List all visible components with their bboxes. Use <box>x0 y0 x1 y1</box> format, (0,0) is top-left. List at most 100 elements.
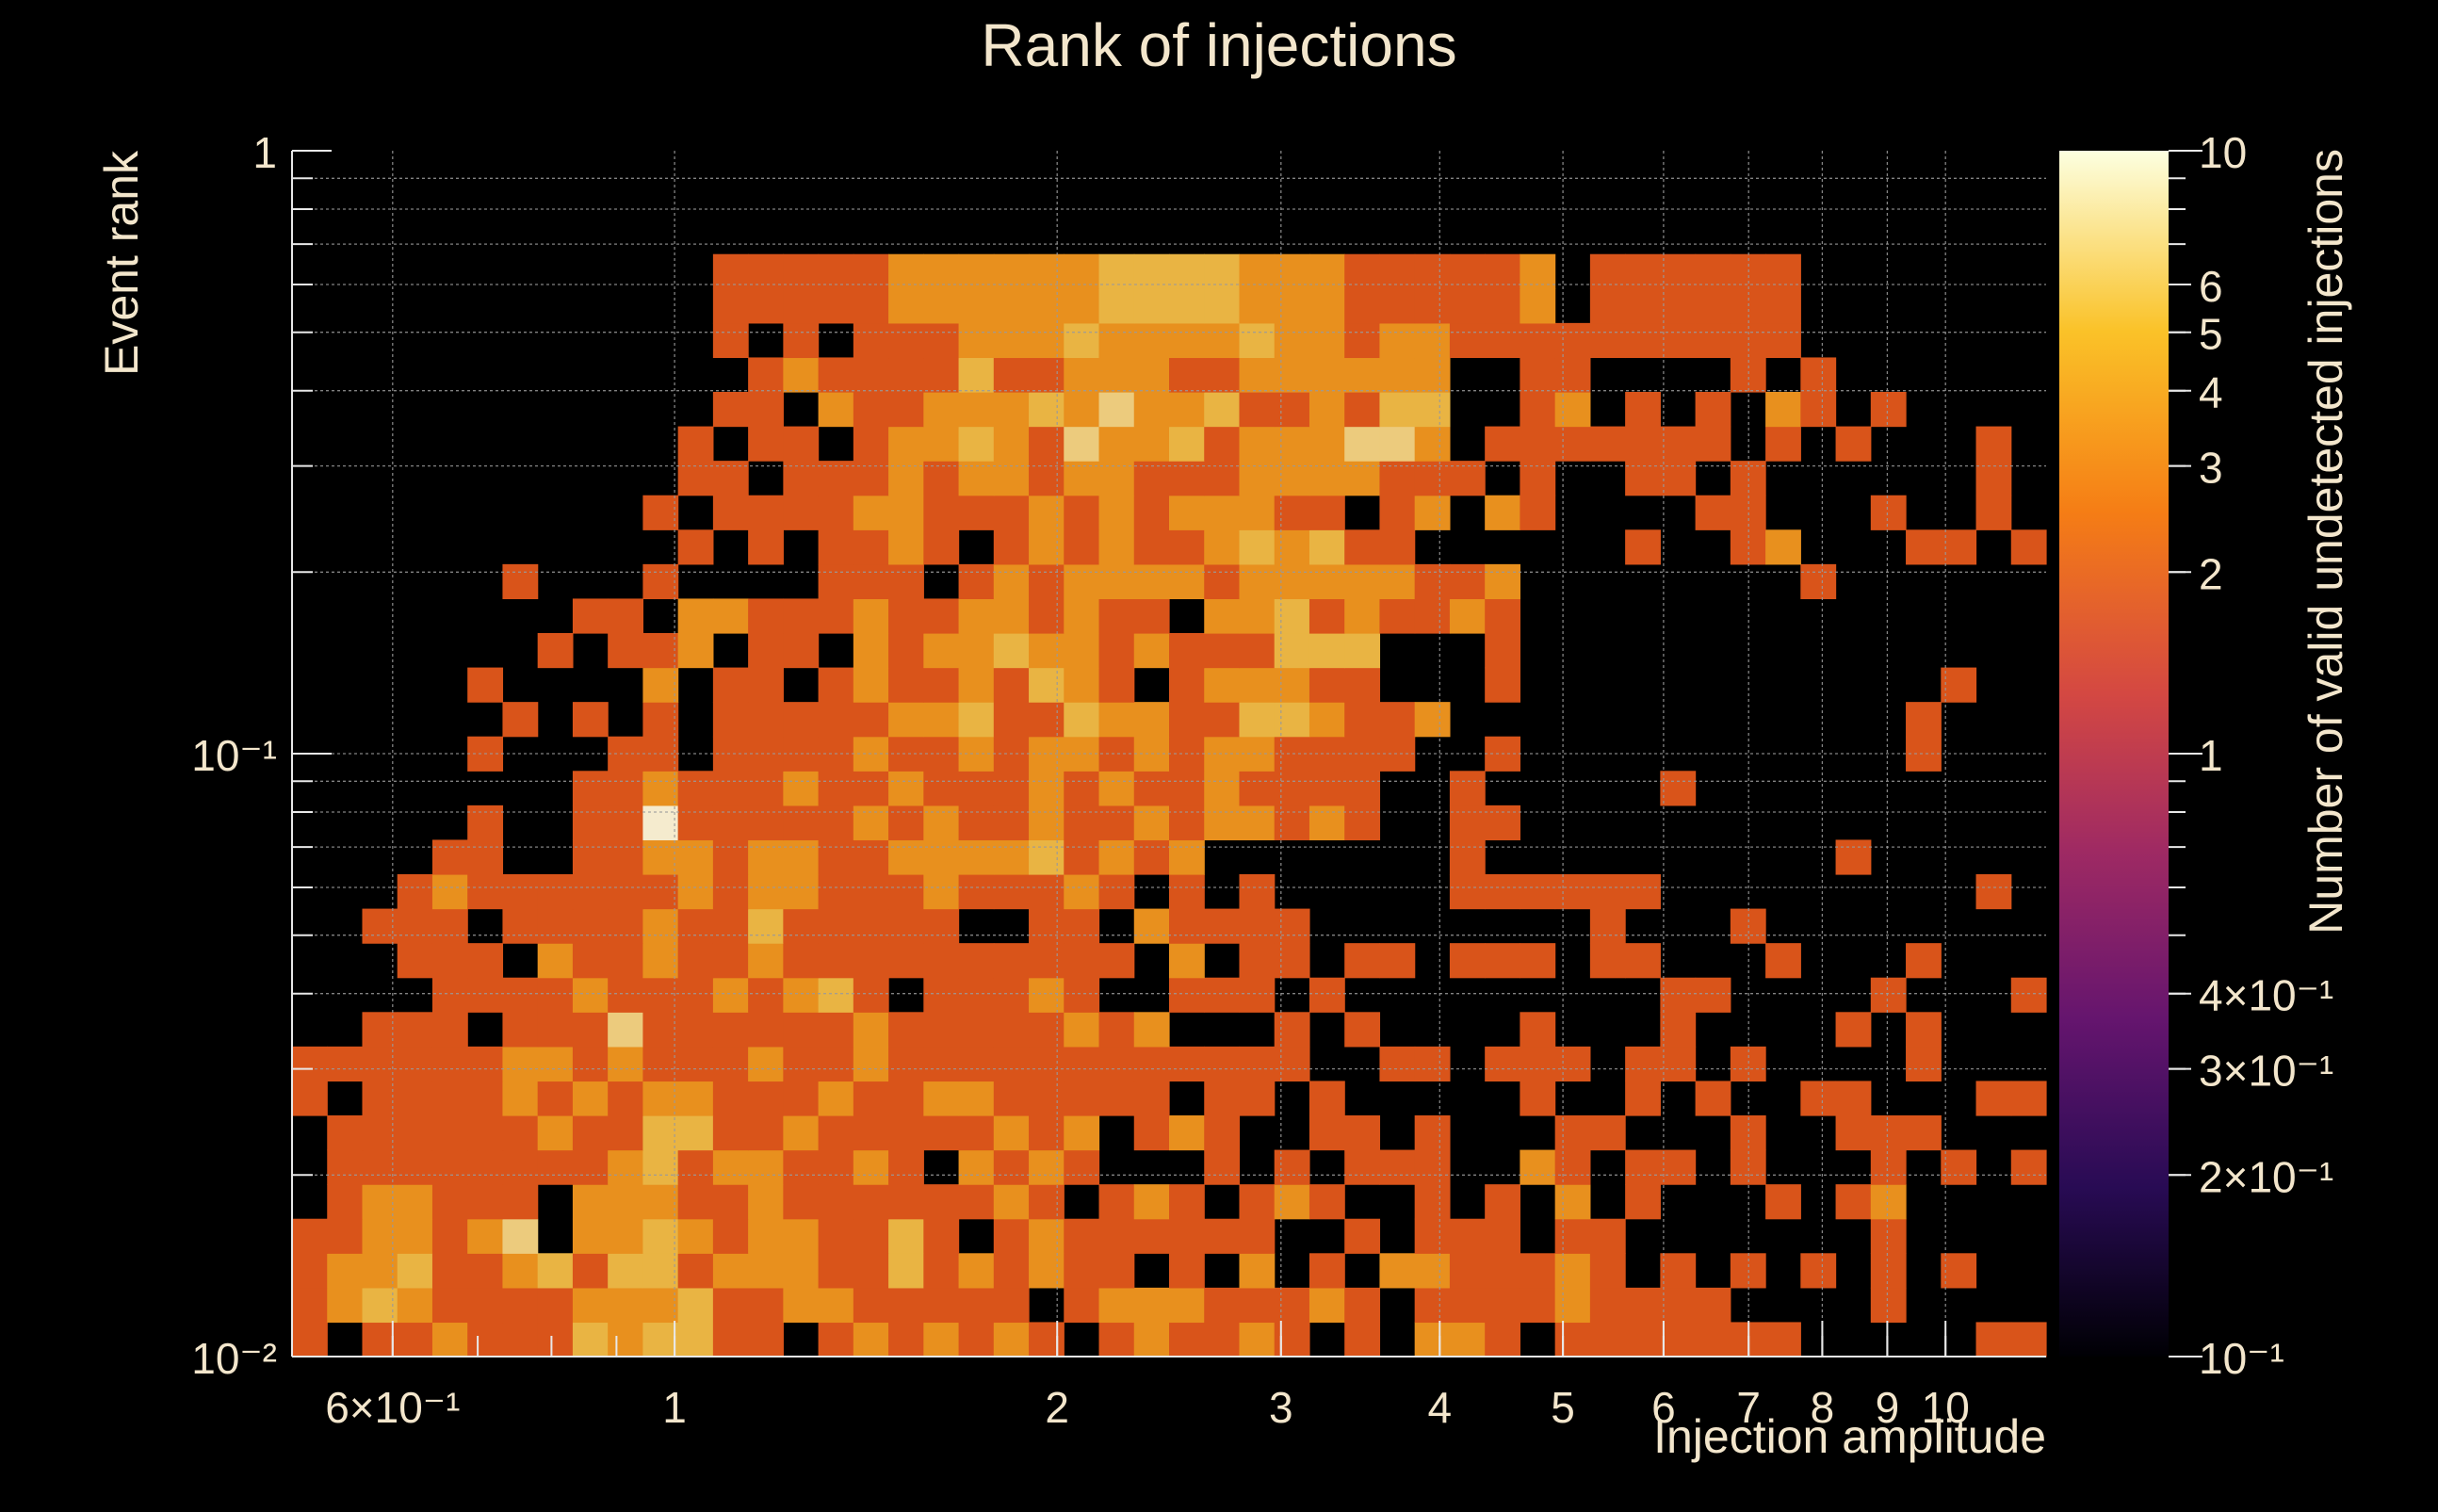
heatmap-cell <box>1204 1218 1241 1254</box>
heatmap-cell <box>1308 667 1345 703</box>
heatmap-cell <box>958 1149 995 1185</box>
colorbar-tick-label: 4 <box>2199 368 2223 417</box>
heatmap-cell <box>642 563 679 600</box>
heatmap-cell <box>888 667 924 703</box>
heatmap-cell <box>1064 805 1100 841</box>
heatmap-cell <box>1064 529 1100 565</box>
heatmap-cell <box>642 1218 679 1254</box>
heatmap-cell <box>1449 461 1486 496</box>
heatmap-cell <box>1485 874 1520 910</box>
heatmap-cell <box>1344 563 1381 600</box>
heatmap-cell <box>608 977 643 1013</box>
heatmap-cell <box>1625 461 1661 496</box>
heatmap-cell <box>712 805 749 841</box>
heatmap-cell <box>1239 1046 1276 1082</box>
heatmap-cell <box>1169 529 1205 565</box>
heatmap-cell <box>1239 771 1276 806</box>
heatmap-cell <box>642 874 679 910</box>
heatmap-cell <box>712 667 749 703</box>
heatmap-cell <box>431 1322 468 1358</box>
heatmap-cell <box>1098 495 1135 530</box>
heatmap-cell <box>783 1218 820 1254</box>
heatmap-cell <box>431 1081 468 1116</box>
heatmap-cell <box>712 1218 749 1254</box>
heatmap-cell <box>1308 563 1345 600</box>
heatmap-cell <box>1133 908 1170 944</box>
heatmap-cell <box>923 1115 960 1151</box>
heatmap-cell <box>1308 805 1345 841</box>
heatmap-cell <box>783 633 820 669</box>
heatmap-cell <box>362 1046 398 1082</box>
heatmap-cell <box>1274 288 1310 324</box>
heatmap-cell <box>1274 1012 1310 1048</box>
heatmap-cell <box>1835 1081 1872 1116</box>
heatmap-cell <box>748 667 784 703</box>
heatmap-cell <box>1308 1115 1345 1151</box>
heatmap-cell <box>1765 288 1801 324</box>
heatmap-cell <box>1414 426 1451 462</box>
heatmap-cell <box>1169 426 1205 462</box>
heatmap-cell <box>923 322 960 359</box>
heatmap-cell <box>1098 1218 1135 1254</box>
heatmap-cell <box>993 771 1030 806</box>
heatmap-cell <box>1064 563 1100 600</box>
heatmap-cell <box>1098 1322 1135 1358</box>
heatmap-cell <box>783 288 820 324</box>
heatmap-cell <box>677 771 714 806</box>
heatmap-cell <box>502 908 539 944</box>
heatmap-cell <box>1379 322 1416 359</box>
heatmap-cell <box>467 1184 504 1220</box>
heatmap-cell <box>537 1115 574 1151</box>
heatmap-cell <box>1589 874 1626 910</box>
heatmap-cell <box>993 1287 1030 1324</box>
heatmap-cell <box>1204 1149 1241 1185</box>
heatmap-cell <box>642 771 679 806</box>
heatmap-cell <box>1414 1184 1451 1220</box>
heatmap-cell <box>958 1322 995 1358</box>
heatmap-cell <box>1308 529 1345 565</box>
heatmap-cell <box>1449 805 1486 841</box>
heatmap-cell <box>1589 288 1626 324</box>
heatmap-cell <box>1554 1287 1591 1324</box>
heatmap-cell <box>362 1012 398 1048</box>
heatmap-cell <box>748 392 784 428</box>
heatmap-cell <box>1029 1012 1065 1048</box>
heatmap-cell <box>1308 426 1345 462</box>
heatmap-cell <box>1485 322 1520 359</box>
heatmap-cell <box>888 357 924 393</box>
chart-title: Rank of injections <box>981 11 1456 79</box>
heatmap-cell <box>1064 1081 1100 1116</box>
heatmap-cell <box>1589 322 1626 359</box>
heatmap-cell <box>1204 357 1241 393</box>
heatmap-cell <box>923 1046 960 1082</box>
heatmap-cell <box>1414 702 1451 738</box>
heatmap-cell <box>783 839 820 875</box>
x-tick-label: 1 <box>662 1383 687 1432</box>
heatmap-cell <box>1133 392 1170 428</box>
heatmap-cell <box>853 943 889 979</box>
heatmap-cell <box>748 598 784 634</box>
heatmap-cell <box>1098 633 1135 669</box>
heatmap-cell <box>1239 633 1276 669</box>
heatmap-cell <box>1379 563 1416 600</box>
heatmap-cell <box>1029 943 1065 979</box>
heatmap-cell <box>677 1012 714 1048</box>
heatmap-cell <box>1064 598 1100 634</box>
heatmap-cell <box>1906 1012 1942 1048</box>
heatmap-cell <box>572 702 609 738</box>
axes: 6×10⁻¹ 1 2 3 4 5 6 7 8 9 10 10⁻² 10⁻¹ 1 <box>191 128 2046 1432</box>
heatmap-cell <box>1098 1012 1135 1048</box>
heatmap-cell <box>642 1115 679 1151</box>
heatmap-cell <box>677 943 714 979</box>
heatmap-cell <box>1695 426 1731 462</box>
heatmap-cell <box>853 1287 889 1324</box>
heatmap-cell <box>958 1012 995 1048</box>
heatmap-cell <box>712 908 749 944</box>
heatmap-cell <box>1133 322 1170 359</box>
heatmap-cell <box>1169 771 1205 806</box>
heatmap-cell <box>1975 874 2012 910</box>
heatmap-cell <box>783 1115 820 1151</box>
heatmap-cell <box>1204 495 1241 530</box>
heatmap-cell <box>1064 392 1100 428</box>
heatmap-cell <box>1239 736 1276 772</box>
